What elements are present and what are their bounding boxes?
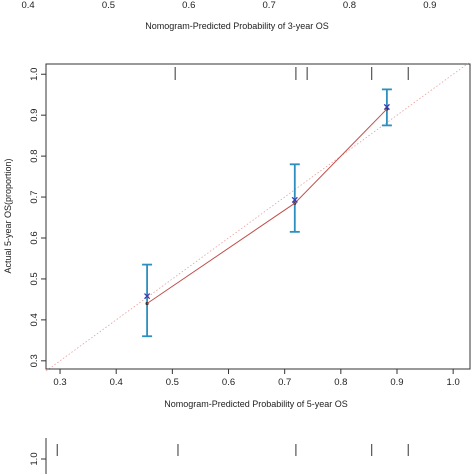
top-fragment-tick-labels: 0.4 0.5 0.6 0.7 0.8 0.9 [22,0,437,11]
top-fragment-tick-label: 0.8 [343,0,356,11]
y-tick-label: 0.7 [29,190,40,203]
calibration-markers [144,103,390,300]
ideal-line-segment [45,61,471,372]
calibration-line [146,108,388,304]
x-tick-label: 0.8 [334,377,347,388]
rug-ticks [174,67,409,80]
x-marker [383,103,390,111]
x-marker [291,196,298,203]
x-tick-label: 0.9 [390,377,403,388]
y-tick-label: 0.6 [29,231,40,244]
top-fragment-tick-label: 0.7 [263,0,276,11]
x-tick-label: 0.6 [222,377,235,388]
top-fragment-tick-label: 0.9 [423,0,436,11]
y-tick-label: 1.0 [29,68,40,81]
y-tick-label: 0.8 [29,150,40,163]
top-fragment-x-axis-title: Nomogram-Predicted Probability of 3-year… [145,21,329,31]
x-axis: 0.3 0.4 0.5 0.6 0.7 0.8 0.9 1.0 [46,368,470,388]
y-axis-title: Actual 5-year OS(proportion) [3,158,13,273]
y-tick-label: 0.9 [29,109,40,122]
y-tick-label: 0.5 [29,272,40,285]
error-bars [142,88,392,338]
x-tick-label: 0.4 [110,377,123,388]
x-tick-label: 1.0 [447,377,460,388]
bottom-fragment-y-tick-label: 1.0 [29,452,40,465]
y-tick-label: 0.3 [29,354,40,367]
x-axis-title: Nomogram-Predicted Probability of 5-year… [164,399,348,409]
x-tick-label: 0.5 [166,377,179,388]
calibration-path [146,108,388,304]
x-marker [144,293,151,300]
top-fragment-tick-label: 0.4 [22,0,35,11]
ideal-reference-line [45,61,471,372]
top-fragment-tick-label: 0.6 [182,0,195,11]
top-fragment-tick-label: 0.5 [102,0,115,11]
x-tick-label: 0.3 [53,377,66,388]
bottom-fragment: 1.0 [29,438,409,474]
x-tick-label: 0.7 [278,377,291,388]
y-tick-label: 0.4 [29,313,40,326]
y-axis: 0.3 0.4 0.5 0.6 0.7 0.8 0.9 1.0 [29,64,47,369]
